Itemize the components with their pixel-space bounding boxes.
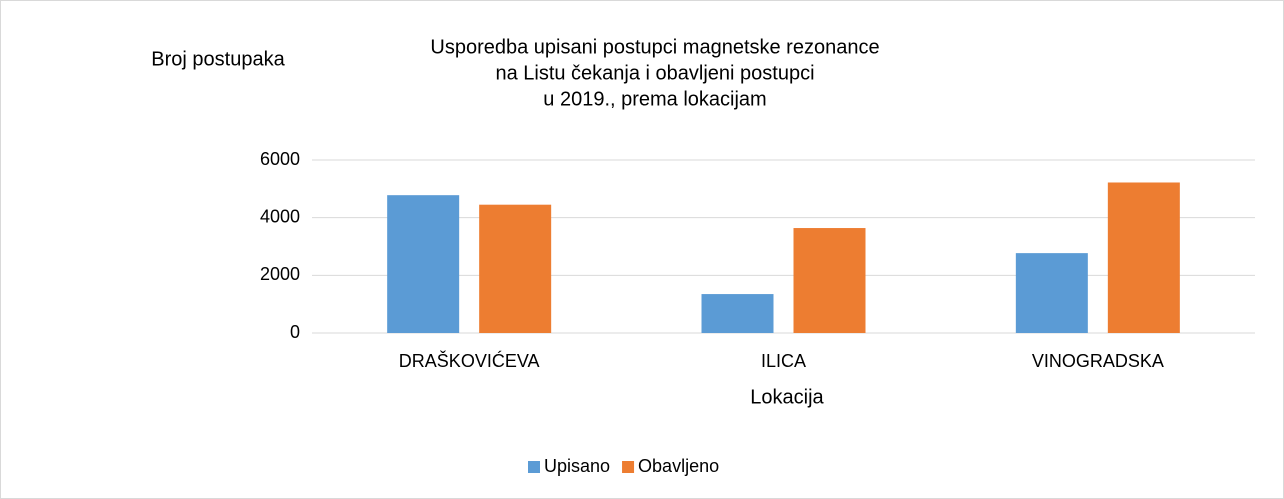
legend-swatch bbox=[622, 461, 635, 473]
legend-label: Upisano bbox=[544, 456, 610, 476]
y-axis-label: Broj postupaka bbox=[151, 48, 285, 70]
bar bbox=[479, 204, 552, 333]
chart-title: na Listu čekanja i obavljeni postupci bbox=[495, 62, 814, 84]
y-tick-label: 6000 bbox=[260, 149, 300, 169]
x-tick-label: DRAŠKOVIĆEVA bbox=[399, 350, 540, 371]
chart-title: u 2019., prema lokacijam bbox=[543, 88, 766, 110]
legend-swatch bbox=[528, 461, 540, 473]
y-tick-label: 4000 bbox=[260, 206, 300, 226]
x-tick-label: ILICA bbox=[761, 351, 806, 371]
bar bbox=[793, 228, 866, 333]
bar bbox=[387, 195, 460, 333]
chart-title: Usporedba upisani postupci magnetske rez… bbox=[430, 36, 879, 58]
bar bbox=[1107, 182, 1180, 333]
x-axis-label: Lokacija bbox=[750, 386, 824, 408]
bar bbox=[1015, 253, 1088, 333]
x-tick-label: VINOGRADSKA bbox=[1032, 351, 1164, 371]
y-tick-label: 2000 bbox=[260, 264, 300, 284]
legend-label: Obavljeno bbox=[638, 456, 719, 476]
bar bbox=[701, 294, 774, 333]
y-tick-label: 0 bbox=[290, 322, 300, 342]
